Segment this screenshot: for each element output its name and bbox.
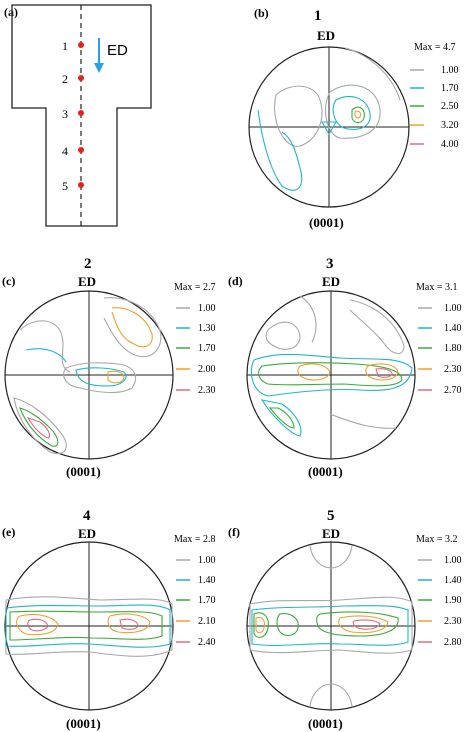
texture-contours [249, 545, 413, 707]
legend-value: 2.00 [198, 364, 216, 375]
point-label-3: 3 [62, 107, 68, 121]
panel-b-legend: 1.00 1.70 2.50 3.20 4.00 [410, 65, 459, 150]
panel-d-number: 3 [326, 256, 334, 272]
legend-value: 2.70 [444, 385, 462, 396]
legend-value: 1.40 [444, 575, 462, 586]
legend-value: 1.00 [198, 303, 216, 314]
panel-e-ed-label: ED [78, 526, 96, 541]
panel-c-ed-label: ED [78, 274, 96, 289]
panel-d-max-label: Max = 3.1 [416, 282, 457, 293]
legend-value: 2.30 [198, 385, 216, 396]
measure-point-2 [78, 75, 84, 81]
panel-f-plane-label: (0001) [308, 716, 343, 731]
panel-f-max-label: Max = 3.2 [416, 534, 457, 545]
panel-b-ed-label: ED [317, 28, 335, 43]
specimen-outline [11, 4, 152, 227]
measure-point-5 [78, 182, 84, 188]
legend-value: 4.00 [441, 139, 459, 150]
panel-d-plane-label: (0001) [308, 464, 343, 479]
point-label-2: 2 [62, 72, 68, 86]
legend-value: 2.30 [444, 364, 462, 375]
legend-value: 1.80 [444, 343, 462, 354]
panel-e-number: 4 [83, 508, 91, 524]
legend-value: 1.70 [441, 83, 459, 94]
panel-e-plane-label: (0001) [66, 716, 101, 731]
panel-b-number: 1 [314, 8, 322, 24]
legend-value: 1.90 [444, 595, 462, 606]
panel-c-legend: 1.00 1.30 1.70 2.00 2.30 [176, 303, 216, 396]
legend-value: 1.00 [444, 555, 462, 566]
panel-d-ed-label: ED [322, 274, 340, 289]
panel-b-plane-label: (0001) [309, 215, 344, 230]
legend-value: 2.50 [441, 101, 459, 112]
panel-c-max-label: Max = 2.7 [174, 282, 215, 293]
legend-value: 1.00 [444, 303, 462, 314]
panel-d-letter: (d) [228, 274, 243, 288]
panel-f-legend: 1.00 1.40 1.90 2.30 2.80 [418, 555, 462, 648]
legend-value: 2.80 [444, 637, 462, 648]
point-label-1: 1 [62, 39, 68, 53]
legend-value: 1.40 [198, 575, 216, 586]
point-label-5: 5 [62, 179, 68, 193]
legend-value: 2.40 [198, 637, 216, 648]
legend-value: 1.30 [198, 323, 216, 334]
legend-value: 2.10 [198, 616, 216, 627]
legend-value: 1.70 [198, 595, 216, 606]
panel-a: (a) ED 1 2 3 4 5 [4, 4, 152, 227]
texture-contours [5, 596, 173, 657]
measure-point-4 [78, 147, 84, 153]
panel-c: (c) 2 ED Max = 2.7 1.00 1.30 1.70 2. [2, 256, 216, 479]
legend-value: 1.40 [444, 323, 462, 334]
texture-contours [257, 47, 401, 191]
measure-point-1 [78, 42, 84, 48]
panel-e-legend: 1.00 1.40 1.70 2.10 2.40 [176, 555, 216, 648]
panel-e: (e) 4 ED Max = 2.8 1.00 1.40 1.70 2.10 2… [2, 508, 216, 731]
panel-f-ed-label: ED [322, 526, 340, 541]
texture-contours [250, 295, 413, 437]
panel-f-number: 5 [327, 508, 335, 524]
panel-c-plane-label: (0001) [66, 464, 101, 479]
panel-f-letter: (f) [228, 525, 240, 539]
panel-b-max-label: Max = 4.7 [414, 42, 455, 53]
legend-value: 1.70 [198, 343, 216, 354]
panel-e-max-label: Max = 2.8 [174, 534, 215, 545]
panel-d: (d) 3 ED Max = 3.1 1.00 1.40 1.80 [228, 256, 462, 479]
ed-direction-label: ED [107, 42, 128, 59]
legend-value: 2.30 [444, 616, 462, 627]
panel-b: (b) 1 ED Max = 4.7 1.00 1.70 2.50 3.20 [248, 6, 459, 230]
panel-a-label: (a) [4, 5, 18, 19]
legend-value: 1.00 [441, 65, 459, 76]
ed-arrow [94, 38, 104, 73]
panel-d-legend: 1.00 1.40 1.80 2.30 2.70 [418, 303, 462, 396]
panel-b-letter: (b) [254, 6, 269, 20]
point-label-4: 4 [62, 144, 68, 158]
panel-c-number: 2 [84, 256, 92, 272]
measure-point-3 [78, 110, 84, 116]
texture-contours [13, 297, 162, 454]
panel-e-letter: (e) [2, 525, 15, 539]
panel-f: (f) 5 ED Max = 3.2 1.00 1.40 1.90 2. [228, 508, 462, 731]
legend-value: 3.20 [441, 120, 459, 131]
legend-value: 1.00 [198, 555, 216, 566]
panel-c-letter: (c) [2, 274, 15, 288]
